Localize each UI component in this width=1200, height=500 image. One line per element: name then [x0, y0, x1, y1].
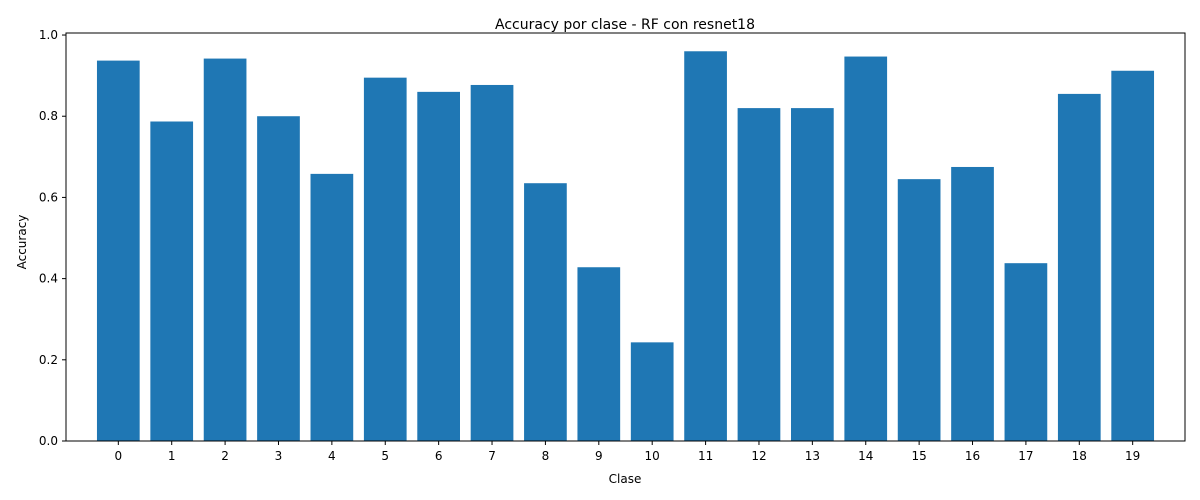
y-tick-label: 1.0 — [39, 28, 58, 42]
bar-8 — [524, 183, 567, 441]
bar-10 — [630, 342, 674, 441]
x-tick-label: 4 — [328, 449, 336, 463]
x-tick-label: 10 — [645, 449, 660, 463]
bar-9 — [577, 267, 621, 441]
x-tick-label: 7 — [488, 449, 496, 463]
y-tick-label: 0.0 — [39, 434, 58, 448]
x-tick-label: 5 — [381, 449, 389, 463]
bar-14 — [844, 56, 888, 442]
bar-2 — [203, 58, 247, 442]
y-tick-label: 0.2 — [39, 353, 58, 367]
x-tick-label: 1 — [168, 449, 176, 463]
y-tick-label: 0.8 — [39, 109, 58, 123]
x-tick-label: 8 — [542, 449, 550, 463]
bar-5 — [363, 77, 407, 442]
y-axis-label: Accuracy — [15, 215, 29, 270]
x-tick-label: 16 — [965, 449, 980, 463]
bar-7 — [470, 84, 514, 442]
x-tick-label: 14 — [858, 449, 873, 463]
bar-1 — [150, 121, 194, 441]
y-tick-label: 0.4 — [39, 272, 58, 286]
x-tick-label: 0 — [114, 449, 122, 463]
bar-13 — [791, 108, 834, 441]
plot-frame — [65, 32, 1186, 442]
x-tick-label: 6 — [435, 449, 443, 463]
bar-3 — [257, 116, 300, 441]
bar-0 — [96, 60, 140, 442]
x-tick-label: 3 — [275, 449, 283, 463]
x-tick-label: 11 — [698, 449, 713, 463]
y-tick-label: 0.6 — [39, 190, 58, 204]
bar-15 — [897, 179, 941, 442]
bar-19 — [1111, 70, 1155, 442]
x-tick-label: 2 — [221, 449, 229, 463]
x-axis-ticks: 0 1 2 3 4 5 6 7 8 9 10 11 12 13 14 15 16 17 18 19 — [114, 441, 1140, 463]
y-axis-ticks: 0.0 0.2 0.4 0.6 0.8 1.0 — [39, 28, 66, 448]
bars-group — [96, 51, 1155, 442]
x-tick-label: 15 — [911, 449, 926, 463]
x-tick-label: 17 — [1018, 449, 1033, 463]
x-tick-label: 13 — [805, 449, 820, 463]
x-tick-label: 12 — [751, 449, 766, 463]
bar-16 — [951, 166, 994, 441]
x-tick-label: 18 — [1072, 449, 1087, 463]
chart-title: Accuracy por clase - RF con resnet18 — [495, 17, 755, 33]
bar-4 — [310, 173, 354, 441]
bar-6 — [417, 91, 460, 442]
x-axis-label: Clase — [609, 472, 642, 486]
bar-18 — [1057, 93, 1101, 442]
x-tick-label: 19 — [1125, 449, 1140, 463]
x-tick-label: 9 — [595, 449, 603, 463]
bar-11 — [684, 51, 727, 442]
bar-17 — [1004, 263, 1048, 441]
bar-12 — [737, 108, 781, 441]
